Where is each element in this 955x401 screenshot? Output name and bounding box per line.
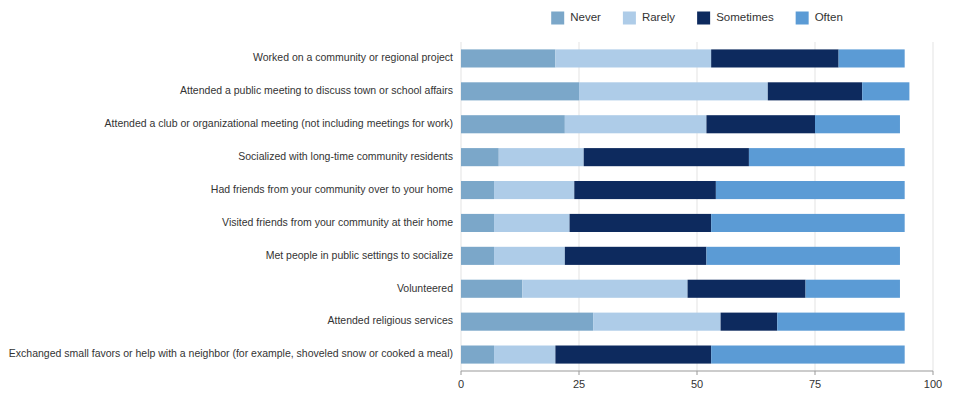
bar-segment [777,313,904,331]
legend-swatch [551,12,564,25]
bar-segment [565,247,707,265]
bar-segment [461,346,494,364]
x-axis: 0 25 50 75 100 [458,371,942,390]
x-tick [933,371,934,375]
y-tick-labels: Worked on a community or regional projec… [9,51,453,359]
bar-segment [839,49,905,67]
x-axis-line [461,371,933,372]
bar-segment [688,280,806,298]
bar-segment [570,214,712,232]
legend-label: Often [815,11,843,23]
y-tick-label: Socialized with long-time community resi… [238,150,453,162]
bar-segment [461,214,494,232]
bar-segment [593,313,720,331]
bar-segment [579,82,768,100]
bar-segment [721,313,778,331]
bar-segment [461,49,555,67]
bar-segment [706,247,900,265]
bar-segment [862,82,909,100]
bar-segment [806,280,900,298]
bar-segment [711,346,905,364]
x-tick-label: 100 [924,378,942,390]
bar-segment [494,247,565,265]
bar-segment [574,181,716,199]
legend-swatch [697,12,710,25]
y-tick-label: Attended a club or organizational meetin… [105,117,453,129]
legend-swatch [796,12,809,25]
y-tick-label: Volunteered [397,282,453,294]
y-tick-label: Attended a public meeting to discuss tow… [180,84,453,96]
series [706,49,909,363]
chart: Worked on a community or regional projec… [0,0,955,401]
grid [461,42,933,371]
bar-segment [815,115,900,133]
x-tick [461,371,462,375]
bar-segment [706,115,815,133]
bars [461,49,909,363]
x-tick-label: 75 [809,378,821,390]
y-tick-label: Attended religious services [328,314,453,326]
bar-segment [499,148,584,166]
bar-segment [461,82,579,100]
series [461,49,593,363]
bar-segment [461,313,593,331]
grid-line [933,42,934,371]
legend-item: Sometimes [697,11,774,24]
legend-swatch [623,12,636,25]
bar-segment [494,181,574,199]
bar-segment [494,346,555,364]
x-tick-label: 25 [573,378,585,390]
bar-segment [494,214,570,232]
bar-segment [555,49,711,67]
y-tick-label: Exchanged small favors or help with a ne… [9,347,453,359]
y-tick-label: Worked on a community or regional projec… [253,51,453,63]
bar-segment [749,148,905,166]
legend-label: Sometimes [716,11,774,23]
chart-container: Worked on a community or regional projec… [0,0,955,401]
x-tick [815,371,816,375]
bar-segment [461,181,494,199]
bar-segment [565,115,707,133]
legend-label: Rarely [642,11,675,23]
bar-segment [461,115,565,133]
y-tick-label: Had friends from your community over to … [211,183,453,195]
legend: Never Rarely Sometimes Often [551,11,843,24]
x-tick-label: 0 [458,378,464,390]
y-tick-label: Visited friends from your community at t… [222,216,453,228]
x-tick [697,371,698,375]
legend-item: Never [551,11,601,24]
bar-segment [461,280,522,298]
legend-label: Never [570,11,601,23]
bar-segment [522,280,687,298]
bar-segment [768,82,862,100]
bar-segment [461,148,499,166]
bar-segment [711,49,838,67]
bar-segment [555,346,711,364]
bar-segment [711,214,905,232]
bar-segment [584,148,749,166]
x-tick-label: 50 [691,378,703,390]
x-tick [579,371,580,375]
y-tick-label: Met people in public settings to sociali… [266,249,454,261]
bar-segment [716,181,905,199]
bar-segment [461,247,494,265]
legend-item: Rarely [623,11,675,24]
legend-item: Often [796,11,843,24]
